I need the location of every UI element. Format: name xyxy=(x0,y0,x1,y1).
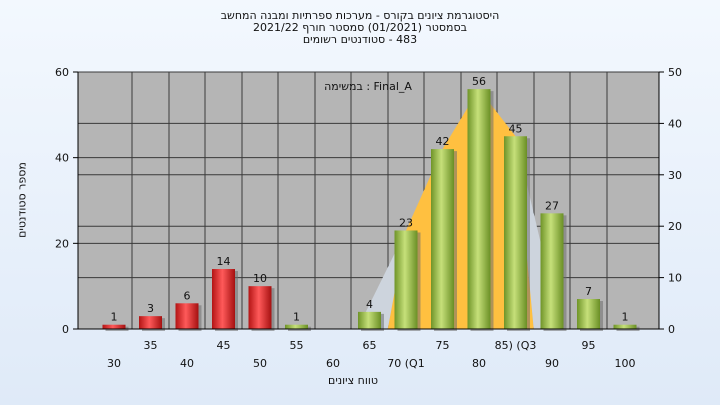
bar-passing xyxy=(394,230,418,329)
quartile-band-ramp-left xyxy=(357,230,406,329)
x-tick-label: 85) (Q3 xyxy=(495,339,537,352)
y-tick-label-left: 0 xyxy=(62,323,69,336)
x-tick-label: 100 xyxy=(615,357,636,370)
x-tick-label: 95 xyxy=(582,339,596,352)
bar-value-label: 56 xyxy=(472,75,486,88)
bar-passing xyxy=(613,324,637,329)
y-tick-label-right: 0 xyxy=(668,323,675,336)
axes: 0 20 40 60 0 10 20 30 40 50 35 45 55 65 75 85) (Q3 95 30 4… xyxy=(55,66,682,370)
x-tick-label: 30 xyxy=(107,357,121,370)
bar-failing xyxy=(175,303,199,329)
task-annotation: Final_A : במשימה xyxy=(324,80,412,93)
bar-failing xyxy=(212,269,235,329)
bar-failing xyxy=(139,316,162,329)
bar-value-label: 27 xyxy=(545,199,559,212)
y-tick-label-left: 40 xyxy=(55,152,69,165)
y-tick-label-right: 30 xyxy=(668,169,682,182)
bar-value-label: 4 xyxy=(366,298,373,311)
bar-passing xyxy=(467,89,491,329)
x-tick-label: 70 (Q1 xyxy=(387,357,424,370)
x-tick-label: 75 xyxy=(436,339,450,352)
y-tick-label-left: 20 xyxy=(55,237,69,250)
x-tick-label: 60 xyxy=(326,357,340,370)
bar-passing xyxy=(431,149,454,329)
title-line-3: 483 - סטודנטים רשומים xyxy=(302,33,418,46)
bar-value-label: 10 xyxy=(253,272,267,285)
bar-value-label: 1 xyxy=(622,311,629,324)
x-tick-label: 80 xyxy=(472,357,486,370)
bar-value-label: 6 xyxy=(184,289,191,302)
chart-title: היסטוגרמת ציונים בקורס - מערכות ספרתיות … xyxy=(0,10,720,46)
bar-passing xyxy=(504,136,527,329)
bar-value-label: 1 xyxy=(293,311,300,324)
x-tick-label: 90 xyxy=(545,357,559,370)
bar-passing xyxy=(285,324,308,329)
x-tick-label: 45 xyxy=(217,339,231,352)
y-tick-label-right: 20 xyxy=(668,220,682,233)
bar-value-label: 1 xyxy=(111,311,118,324)
bar-passing xyxy=(358,311,381,329)
y-tick-label-right: 50 xyxy=(668,66,682,79)
bar-value-label: 45 xyxy=(509,122,523,135)
bar-value-label: 7 xyxy=(585,285,592,298)
bar-value-label: 3 xyxy=(147,302,154,315)
title-line-2: בסמסטר (01/2021) סמסטר חורף 2021/22 xyxy=(253,21,467,34)
bar-failing xyxy=(248,286,272,329)
y-tick-label-right: 40 xyxy=(668,117,682,130)
bar-value-label: 42 xyxy=(436,135,450,148)
bar-failing xyxy=(102,324,126,329)
bar-value-label: 23 xyxy=(399,216,413,229)
title-line-1: היסטוגרמת ציונים בקורס - מערכות ספרתיות … xyxy=(220,9,500,22)
x-tick-label: 50 xyxy=(253,357,267,370)
x-axis-label: טווח ציונים xyxy=(328,374,378,387)
bar-value-label: 14 xyxy=(217,255,231,268)
y-tick-label-right: 10 xyxy=(668,272,682,285)
x-tick-label: 40 xyxy=(180,357,194,370)
bar-passing xyxy=(540,213,564,329)
x-tick-label: 55 xyxy=(290,339,304,352)
x-tick-label: 65 xyxy=(363,339,377,352)
y-tick-label-left: 60 xyxy=(55,66,69,79)
plot-area xyxy=(78,72,659,329)
x-tick-label: 35 xyxy=(144,339,158,352)
bar-passing xyxy=(577,299,600,329)
quartile-band-area xyxy=(387,89,534,329)
